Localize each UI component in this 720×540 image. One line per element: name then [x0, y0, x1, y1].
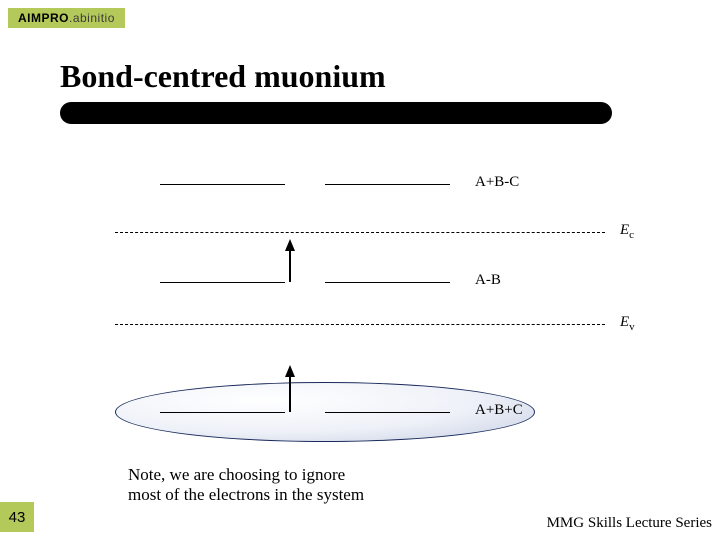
dashed-ev — [115, 324, 605, 325]
level-line-right — [325, 412, 450, 413]
level-line-left — [160, 282, 285, 283]
footnote-text: Note, we are choosing to ignore most of … — [128, 465, 364, 506]
level-label-abc-plus: A+B+C — [475, 402, 523, 419]
slide-title: Bond-centred muonium — [60, 58, 386, 95]
note-line-1: Note, we are choosing to ignore — [128, 465, 364, 485]
footer-series: MMG Skills Lecture Series — [547, 515, 712, 532]
logo-prefix: AIMPRO — [18, 11, 69, 25]
label-ev: Ev — [620, 314, 635, 333]
level-line-left — [160, 184, 285, 185]
label-ec: Ec — [620, 222, 634, 241]
page-number: 43 — [0, 502, 34, 532]
level-line-right — [325, 184, 450, 185]
arrow-shaft — [289, 250, 291, 282]
energy-level-diagram: A+B-C Ec A-B Ev A+B+C — [60, 150, 660, 450]
level-line-left — [160, 412, 285, 413]
title-underline-bar — [60, 102, 612, 124]
level-label-abc-minus: A+B-C — [475, 174, 519, 191]
logo-badge: AIMPRO.abinitio — [8, 8, 125, 28]
level-line-right — [325, 282, 450, 283]
logo-suffix: .abinitio — [69, 11, 115, 25]
dashed-ec — [115, 232, 605, 233]
arrow-shaft — [289, 376, 291, 412]
level-label-ab: A-B — [475, 272, 501, 289]
note-line-2: most of the electrons in the system — [128, 485, 364, 505]
